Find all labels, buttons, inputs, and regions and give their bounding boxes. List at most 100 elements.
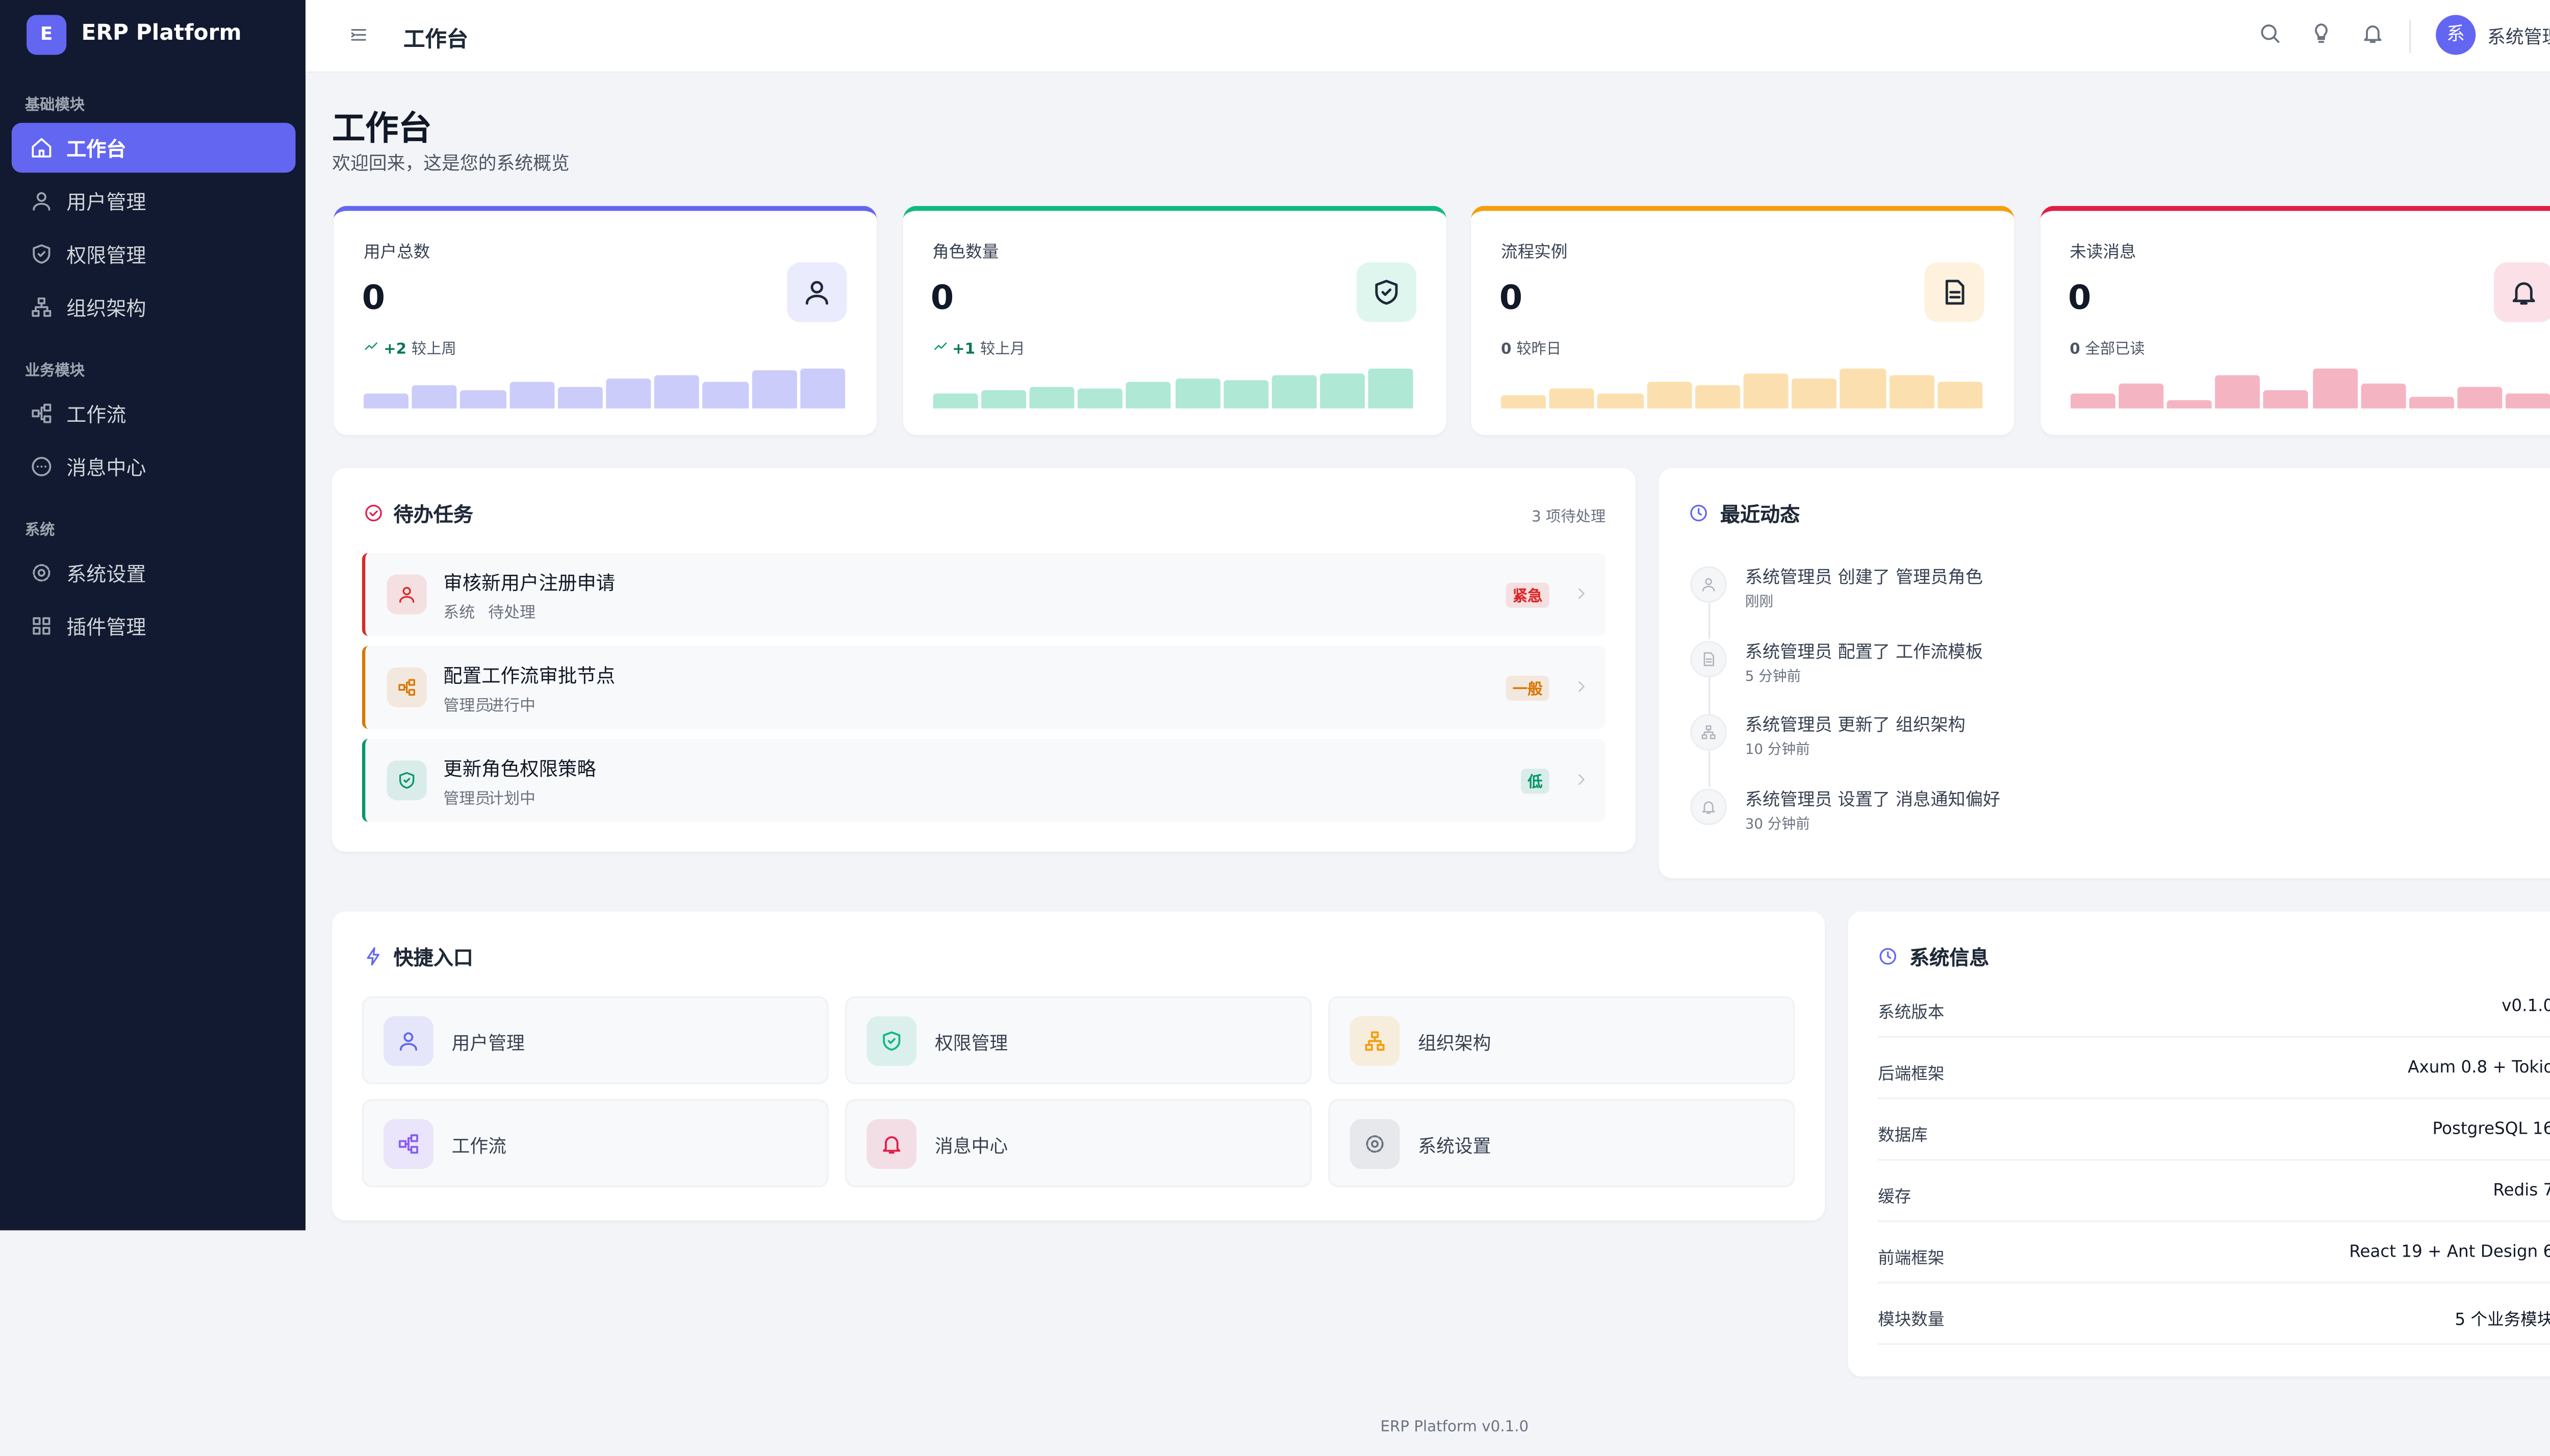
quick-icon	[384, 1016, 434, 1066]
trend-bar	[1792, 378, 1838, 408]
trend-bar	[412, 385, 457, 408]
sysinfo-label: 后端框架	[1878, 1066, 1945, 1084]
todo-item-title: 更新角色权限策略	[443, 757, 596, 781]
todo-meta: 计划中	[488, 790, 536, 809]
trend-bar	[1271, 375, 1317, 408]
icon	[399, 586, 415, 603]
header-button[interactable]	[2361, 21, 2385, 45]
trend-bar	[1549, 388, 1595, 408]
icon	[805, 281, 828, 305]
nav-item[interactable]: 权限管理	[12, 229, 296, 279]
stat-icon	[1924, 262, 1984, 322]
trend-bar	[2506, 393, 2550, 408]
stat-change-note: 较昨日	[1516, 342, 1562, 359]
icon	[1702, 578, 1715, 592]
stat-change-note: 较上月	[980, 342, 1025, 359]
stat-value: 0	[2068, 277, 2092, 317]
user-name[interactable]: 系统管理员	[2487, 27, 2550, 48]
nav-item[interactable]: 组织架构	[12, 282, 296, 332]
avatar[interactable]: 系	[2436, 15, 2476, 55]
header-button[interactable]	[2310, 21, 2333, 45]
todo-item[interactable]: 更新角色权限策略 管理员 计划中 低	[362, 738, 1606, 822]
stat-label: 流程实例	[1501, 244, 1568, 263]
icon	[2364, 25, 2382, 43]
icon	[33, 617, 50, 635]
quick-tile[interactable]: 组织架构	[1328, 996, 1795, 1084]
trend-bar	[1646, 381, 1692, 408]
trend-bar	[1695, 385, 1740, 408]
trend-bar	[461, 390, 506, 408]
brand: ERP Platform	[81, 21, 242, 47]
sysinfo-card: 系统信息 系统版本 v0.1.0 后端框架 Axum 0.8 + Tokio 数据库 Pos…	[1848, 911, 2550, 1376]
sysinfo-value: v0.1.0	[2502, 998, 2550, 1016]
icon	[2512, 282, 2535, 305]
sysinfo-value: Redis 7	[2493, 1182, 2550, 1200]
sysinfo-value: Axum 0.8 + Tokio	[2408, 1059, 2550, 1078]
stat-icon	[2493, 262, 2550, 322]
trend-bar	[1840, 368, 1886, 408]
sysinfo-label: 缓存	[1878, 1189, 1911, 1207]
trend-bar	[2409, 397, 2455, 408]
todo-icon	[387, 574, 427, 615]
nav-item[interactable]: 工作台	[11, 122, 296, 173]
todo-item[interactable]: 审核新用户注册申请 系统 待处理 紧急	[362, 553, 1606, 636]
todo-item-title: 审核新用户注册申请	[443, 571, 616, 595]
icon	[1374, 279, 1397, 305]
trend-bar	[981, 390, 1026, 408]
icon	[1690, 504, 1707, 522]
sysinfo-value: PostgreSQL 16	[2432, 1120, 2550, 1139]
separator	[1878, 1097, 2550, 1100]
todo-tag: 一般	[1506, 676, 1549, 701]
nav-item[interactable]: 消息中心	[12, 442, 296, 492]
todo-tag: 紧急	[1506, 582, 1549, 608]
stat-change: 0 全部已读	[2070, 337, 2145, 359]
quick-tile[interactable]: 工作流	[362, 1099, 829, 1187]
timeline-dot	[1690, 640, 1727, 677]
trend-bar	[1175, 378, 1220, 408]
quick-tile[interactable]: 消息中心	[845, 1099, 1312, 1187]
header-button[interactable]	[2258, 21, 2282, 45]
quick-tile[interactable]: 系统设置	[1328, 1099, 1795, 1187]
sysinfo-label: 前端框架	[1878, 1250, 1945, 1269]
stat-change: +2 较上周	[364, 337, 456, 359]
nav-item[interactable]: 工作流	[12, 389, 296, 439]
nav-item[interactable]: 系统设置	[12, 548, 296, 598]
stat-icon	[787, 262, 847, 322]
quick-label: 权限管理	[934, 1033, 1008, 1055]
trend-bar	[2070, 393, 2115, 408]
nav-label: 组织架构	[66, 297, 146, 321]
nav-group-title: 基础模块	[24, 98, 85, 115]
trend-bar	[557, 387, 603, 408]
trend-bar	[1223, 380, 1268, 408]
trend-bar	[1368, 368, 1414, 408]
icon	[1578, 588, 1585, 599]
todo-item[interactable]: 配置工作流审批节点 管理员 进行中 一般	[362, 646, 1606, 729]
icon	[32, 403, 52, 423]
trend-bar	[751, 370, 797, 408]
icon	[1365, 1031, 1385, 1051]
timeline-dot	[1690, 787, 1727, 825]
footer: ERP Platform v0.1.0	[1380, 1419, 1529, 1437]
todo-meta: 管理员	[443, 790, 491, 809]
quick-icon	[384, 1119, 434, 1169]
quick-icon	[1349, 1016, 1400, 1066]
stat-value: 0	[1499, 277, 1523, 317]
stat-label: 用户总数	[363, 244, 430, 263]
trend-bar	[800, 368, 846, 408]
nav-item[interactable]: 用户管理	[12, 176, 296, 226]
trend-bar	[363, 393, 409, 408]
stat-label: 角色数量	[932, 244, 999, 263]
stat-value: 0	[362, 277, 386, 317]
quick-tile[interactable]: 用户管理	[362, 996, 829, 1084]
stat-change-value: +2	[384, 342, 407, 359]
activity-time: 30 分钟前	[1745, 816, 1810, 833]
trend-bar	[2360, 384, 2406, 408]
nav-group-title: 业务模块	[24, 363, 85, 380]
nav-item[interactable]: 插件管理	[12, 601, 296, 651]
stat-label: 未读消息	[2070, 244, 2136, 263]
quick-label: 工作流	[451, 1135, 506, 1158]
trend-bar	[1743, 373, 1789, 408]
quick-tile[interactable]: 权限管理	[845, 996, 1312, 1084]
quick-label: 组织架构	[1418, 1033, 1491, 1055]
activity-time: 10 分钟前	[1745, 742, 1810, 759]
